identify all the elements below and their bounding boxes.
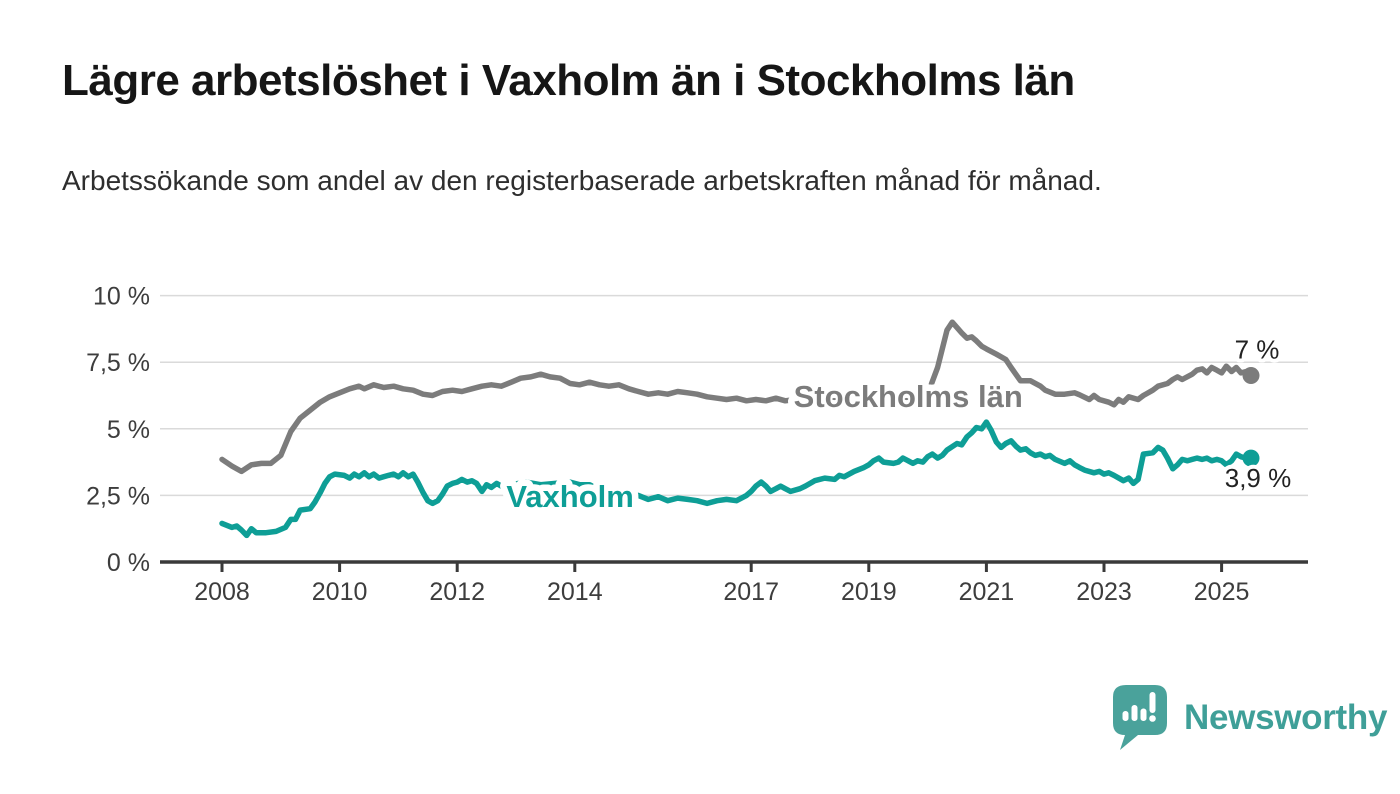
- x-axis-tick-label: 2023: [1076, 578, 1132, 606]
- chart-subtitle: Arbetssökande som andel av den registerb…: [62, 165, 1102, 196]
- y-axis-tick-label: 5 %: [107, 416, 150, 444]
- x-axis-tick-label: 2008: [194, 578, 250, 606]
- series-inline-label-stockholms-lan: Stockholms län: [794, 379, 1023, 414]
- y-axis-tick-label: 0 %: [107, 549, 150, 577]
- series-line-vaxholm: [219, 419, 1254, 539]
- y-axis-tick-label: 2,5 %: [86, 482, 150, 510]
- newsworthy-speech-bubble-bar-chart-icon: [1113, 685, 1167, 750]
- brand-name: Newsworthy: [1184, 698, 1388, 737]
- series-inline-label-vaxholm: Vaxholm: [506, 479, 634, 514]
- y-axis-tick-label: 10 %: [93, 283, 150, 311]
- x-axis-tick-label: 2014: [547, 578, 603, 606]
- newsworthy-logo: Newsworthy: [1112, 684, 1387, 752]
- x-axis-tick-label: 2012: [429, 578, 485, 606]
- y-axis-tick-label: 7,5 %: [86, 349, 150, 377]
- series-end-dot-vaxholm: [1242, 449, 1260, 467]
- page-title: Lägre arbetslöshet i Vaxholm än i Stockh…: [62, 56, 1075, 105]
- series-end-value-stockholms-lan: 7 %: [1235, 335, 1280, 365]
- x-axis-tick-label: 2019: [841, 578, 897, 606]
- x-axis-tick-label: 2010: [312, 578, 368, 606]
- series-line-stockholms-lan: [219, 319, 1254, 475]
- x-axis-tick-label: 2017: [723, 578, 779, 606]
- series-end-value-vaxholm: 3,9 %: [1225, 463, 1292, 493]
- x-axis-tick-label: 2025: [1194, 578, 1250, 606]
- series-end-dot-stockholms-lan: [1242, 367, 1260, 385]
- x-axis-tick-label: 2021: [959, 578, 1015, 606]
